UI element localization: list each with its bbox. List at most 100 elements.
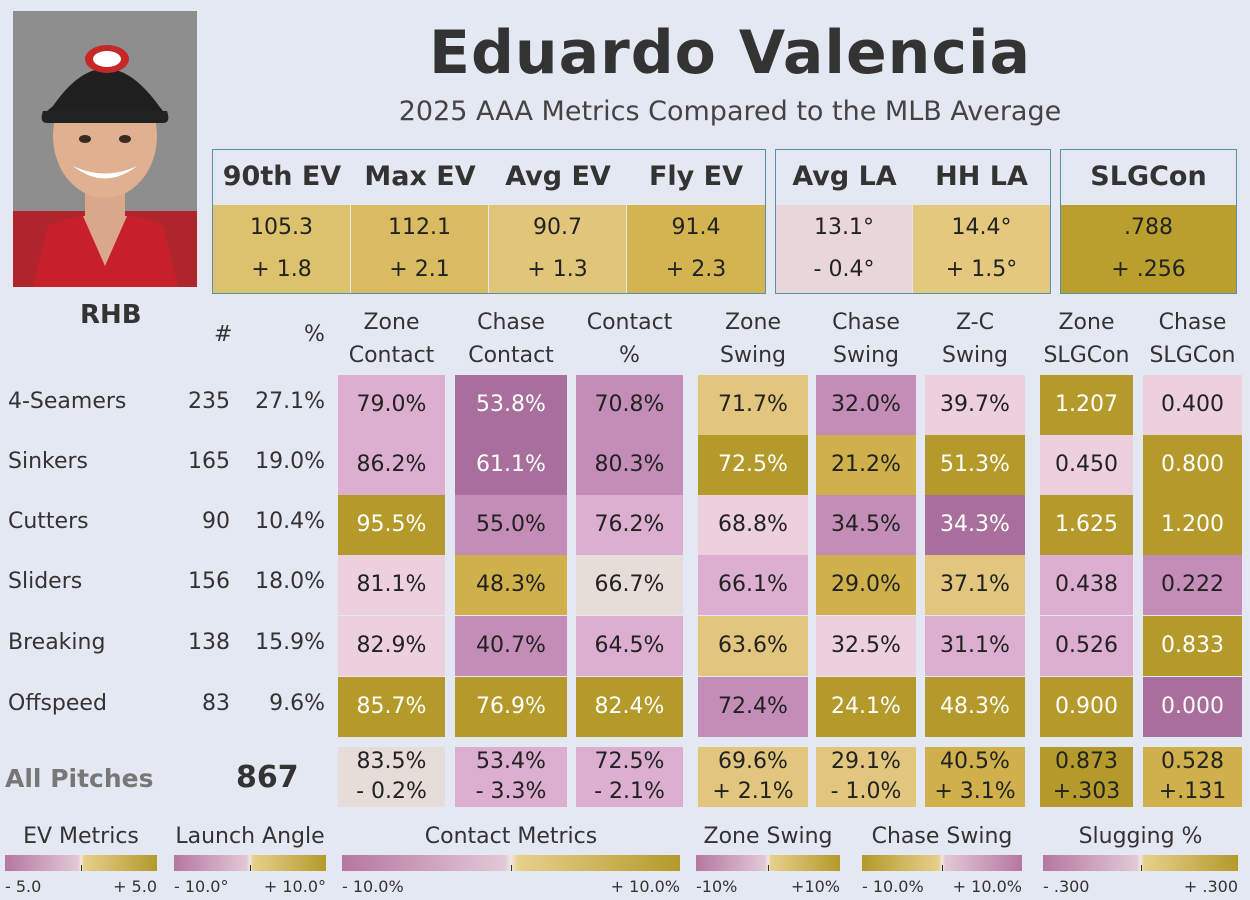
ev-value: 91.4 [671, 215, 721, 240]
column-header: Contact% [576, 306, 683, 372]
legend-title: Slugging % [1078, 824, 1203, 849]
pitch-type-label: Sliders [8, 569, 83, 594]
total-delta: - 2.1% [594, 779, 665, 804]
total-delta: - 3.3% [475, 779, 547, 804]
count-header: # [214, 322, 233, 347]
column-header: Z-C Swing [925, 306, 1025, 372]
total-value: 29.1% [831, 749, 901, 774]
total-delta: +.131 [1158, 779, 1227, 804]
la-delta: + 1.5° [945, 257, 1018, 282]
slg-header: SLGCon [1090, 161, 1207, 192]
column-header-line: Swing [942, 343, 1008, 368]
metric-cell: 80.3% [576, 435, 683, 495]
total-delta: + 3.1% [934, 779, 1016, 804]
ev-delta: + 2.1 [389, 257, 450, 282]
legend-midpoint-tick [511, 865, 512, 871]
ev-header-max: Max EV [364, 161, 476, 192]
metric-cell: 0.222 [1143, 555, 1242, 615]
metric-cell: 66.1% [698, 555, 808, 615]
metric-cell: 0.400 [1143, 375, 1242, 435]
slg-value: .788 [1124, 215, 1173, 240]
la-header-avg: Avg LA [792, 161, 897, 192]
pitch-pct: 27.1% [255, 389, 325, 414]
pitch-pct: 18.0% [255, 569, 325, 594]
ev-value: 112.1 [388, 215, 451, 240]
slg-delta: + .256 [1111, 257, 1186, 282]
legend-color-bar [174, 855, 326, 871]
pitch-type-label: Offspeed [8, 691, 107, 716]
metric-cell: 71.7% [698, 375, 808, 435]
metric-cell: 76.2% [576, 495, 683, 555]
column-header-line: Chase [477, 310, 545, 335]
column-header-line: Contact [468, 343, 554, 368]
pitch-count: 235 [188, 389, 230, 414]
column-header: Chase Swing [816, 306, 916, 372]
legend-color-bar [862, 855, 1022, 871]
all-pitches-label: All Pitches [5, 764, 154, 793]
metric-cell: 0.450 [1040, 435, 1133, 495]
metric-cell: 39.7% [925, 375, 1025, 435]
ev-delta: + 2.3 [665, 257, 727, 282]
metric-cell: 21.2% [816, 435, 916, 495]
metric-cell: 48.3% [455, 555, 567, 615]
metric-cell: 82.9% [338, 616, 445, 676]
legend-color-bar [696, 855, 840, 871]
la-cell-hh: 14.4° + 1.5° [913, 205, 1050, 293]
metric-cell: 81.1% [338, 555, 445, 615]
total-cell: 0.873 +.303 [1040, 747, 1133, 807]
metric-cell: 0.438 [1040, 555, 1133, 615]
total-delta: + 2.1% [712, 779, 794, 804]
metric-cell: 95.5% [338, 495, 445, 555]
legend-min-label: - 5.0 [5, 877, 42, 896]
total-value: 53.4% [476, 749, 546, 774]
legend-color-bar [5, 855, 157, 871]
metric-cell: 86.2% [338, 435, 445, 495]
pitch-count: 165 [188, 449, 230, 474]
pitch-count: 138 [188, 630, 230, 655]
pitch-count: 90 [202, 509, 230, 534]
column-header-line: SLGCon [1043, 343, 1130, 368]
legend-title: EV Metrics [23, 824, 139, 849]
total-delta: - 1.0% [830, 779, 902, 804]
batter-hand: RHB [80, 300, 142, 330]
legend-min-label: - 10.0% [862, 877, 924, 896]
metric-cell: 48.3% [925, 677, 1025, 737]
column-header-line: Contact [348, 343, 435, 368]
ev-header-fly: Fly EV [648, 161, 744, 192]
metric-cell: 40.7% [455, 616, 567, 676]
metric-cell: 70.8% [576, 375, 683, 435]
legend-midpoint-tick [1140, 865, 1142, 871]
metric-cell: 51.3% [925, 435, 1025, 495]
column-header-line: Chase [1158, 310, 1227, 335]
metric-cell: 0.800 [1143, 435, 1242, 495]
pitch-pct: 9.6% [269, 691, 325, 716]
column-header-line: Swing [720, 343, 786, 368]
metric-cell: 64.5% [576, 616, 683, 676]
metric-cell: 1.200 [1143, 495, 1242, 555]
column-header-line: Z-C [956, 310, 994, 335]
total-cell: 0.528 +.131 [1143, 747, 1242, 807]
legend-max-label: + 10.0% [952, 877, 1022, 896]
ev-delta: + 1.8 [251, 257, 312, 282]
pitch-pct: 15.9% [255, 630, 325, 655]
column-header: Zone SLGCon [1040, 306, 1133, 372]
page-subtitle: 2025 AAA Metrics Compared to the MLB Ave… [398, 96, 1062, 127]
total-value: 0.873 [1055, 749, 1118, 774]
column-header-line: % [619, 343, 640, 368]
pitch-type-label: Cutters [8, 509, 89, 534]
slgcon-box: SLGCon .788 + .256 [1060, 149, 1237, 294]
legend-max-label: + 10.0° [263, 877, 326, 896]
total-value: 83.5% [356, 749, 427, 774]
column-header-line: Contact [586, 310, 673, 335]
la-delta: - 0.4° [813, 257, 875, 282]
legend-max-label: + 5.0 [113, 877, 157, 896]
metric-cell: 1.207 [1040, 375, 1133, 435]
metric-cell: 31.1% [925, 616, 1025, 676]
legend-color-bar [1043, 855, 1238, 871]
legend-min-label: - 10.0% [342, 877, 404, 896]
launch-angle-box: Avg LA HH LA 13.1° - 0.4° 14.4° + 1.5° [775, 149, 1051, 294]
total-value: 0.528 [1161, 749, 1224, 774]
legend-title: Chase Swing [871, 824, 1013, 849]
column-header: Zone Swing [698, 306, 808, 372]
ev-value: 105.3 [250, 215, 313, 240]
